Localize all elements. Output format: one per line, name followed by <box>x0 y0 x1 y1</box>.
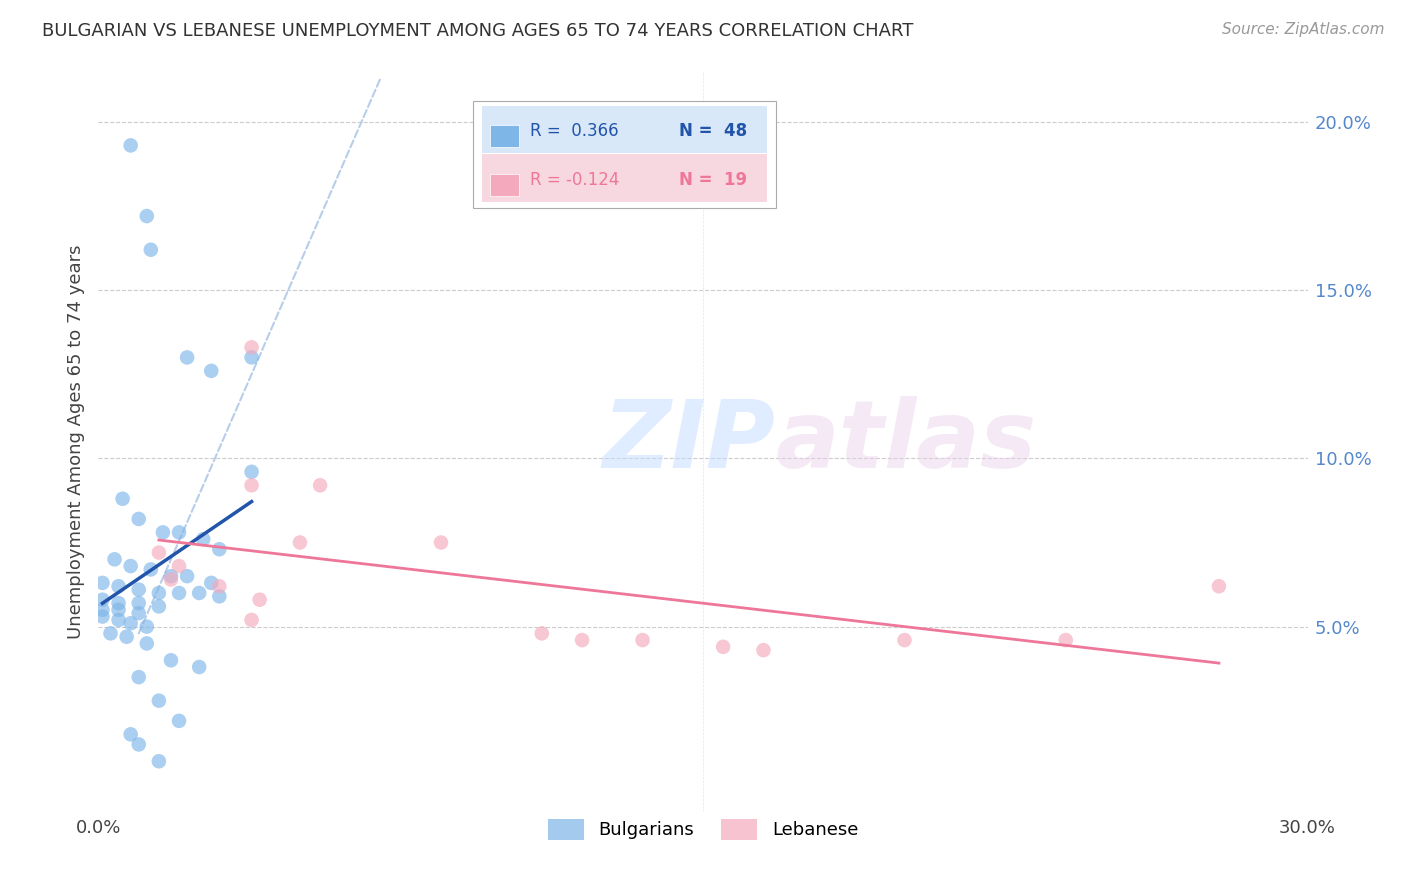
Point <box>240 478 263 492</box>
Point <box>139 243 162 257</box>
Point <box>107 603 129 617</box>
Point <box>1054 633 1077 648</box>
Point <box>100 626 122 640</box>
FancyBboxPatch shape <box>482 106 768 153</box>
Point <box>128 582 150 597</box>
Point <box>91 575 114 590</box>
Text: N =  48: N = 48 <box>679 122 747 140</box>
Point <box>571 633 593 648</box>
Point <box>711 640 734 654</box>
Point <box>200 575 222 590</box>
Point <box>107 596 129 610</box>
Point <box>135 636 157 650</box>
Text: BULGARIAN VS LEBANESE UNEMPLOYMENT AMONG AGES 65 TO 74 YEARS CORRELATION CHART: BULGARIAN VS LEBANESE UNEMPLOYMENT AMONG… <box>42 22 914 40</box>
Point <box>152 525 174 540</box>
FancyBboxPatch shape <box>474 101 776 209</box>
Point <box>167 559 190 574</box>
Point <box>148 586 170 600</box>
Point <box>148 546 170 560</box>
Point <box>893 633 915 648</box>
Point <box>115 630 138 644</box>
Point <box>128 596 150 610</box>
Point <box>160 573 183 587</box>
Point <box>240 613 263 627</box>
FancyBboxPatch shape <box>491 174 519 196</box>
Text: atlas: atlas <box>776 395 1036 488</box>
Point <box>120 616 142 631</box>
FancyBboxPatch shape <box>482 154 768 202</box>
Point <box>135 209 157 223</box>
Point <box>139 562 162 576</box>
FancyBboxPatch shape <box>491 125 519 147</box>
Point <box>148 694 170 708</box>
Point <box>176 569 198 583</box>
Point <box>167 586 190 600</box>
Point <box>91 609 114 624</box>
Point <box>107 613 129 627</box>
Point <box>120 138 142 153</box>
Point <box>530 626 553 640</box>
Point <box>240 351 263 365</box>
Point <box>167 714 190 728</box>
Point <box>120 727 142 741</box>
Point <box>240 340 263 354</box>
Point <box>167 525 190 540</box>
Point <box>160 653 183 667</box>
Point <box>111 491 134 506</box>
Point <box>103 552 125 566</box>
Point <box>128 738 150 752</box>
Text: R =  0.366: R = 0.366 <box>530 122 619 140</box>
Point <box>200 364 222 378</box>
Text: Source: ZipAtlas.com: Source: ZipAtlas.com <box>1222 22 1385 37</box>
Point <box>208 590 231 604</box>
Point <box>309 478 332 492</box>
Point <box>160 569 183 583</box>
Point <box>135 619 157 633</box>
Point <box>128 512 150 526</box>
Point <box>128 606 150 620</box>
Point <box>208 542 231 557</box>
Point <box>430 535 453 549</box>
Legend: Bulgarians, Lebanese: Bulgarians, Lebanese <box>541 812 865 847</box>
Point <box>188 586 211 600</box>
Point <box>288 535 311 549</box>
Point <box>176 351 198 365</box>
Text: R = -0.124: R = -0.124 <box>530 171 620 189</box>
Point <box>208 579 231 593</box>
Point <box>107 579 129 593</box>
Point <box>148 754 170 768</box>
Point <box>249 592 271 607</box>
Text: ZIP: ZIP <box>603 395 776 488</box>
Point <box>1208 579 1230 593</box>
Point <box>128 670 150 684</box>
Point <box>91 603 114 617</box>
Point <box>148 599 170 614</box>
Point <box>91 592 114 607</box>
Point <box>188 660 211 674</box>
Point <box>752 643 775 657</box>
Point <box>193 532 215 546</box>
Point <box>240 465 263 479</box>
Point <box>631 633 654 648</box>
Y-axis label: Unemployment Among Ages 65 to 74 years: Unemployment Among Ages 65 to 74 years <box>66 244 84 639</box>
Point <box>120 559 142 574</box>
Text: N =  19: N = 19 <box>679 171 747 189</box>
